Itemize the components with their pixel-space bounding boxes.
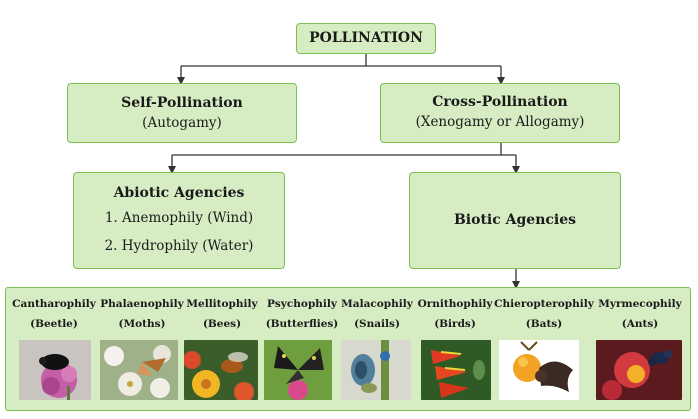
agency-name: Psychophily [267, 298, 337, 310]
self-pollination-title: Self-Pollination [121, 95, 243, 111]
pollination-box: POLLINATION [296, 23, 436, 54]
agency-psychophily: Psychophily (Butterflies) [262, 294, 342, 334]
snail-on-plant-image [341, 340, 411, 400]
abiotic-item-water: 2. Hydrophily (Water) [104, 238, 254, 254]
bat-with-fruit-image [499, 340, 579, 400]
cross-pollination-box: Cross-Pollination (Xenogamy or Allogamy) [380, 83, 620, 143]
butterfly-on-flower-image [264, 340, 332, 400]
agency-malacophily: Malacophily (Snails) [337, 294, 417, 334]
agency-agent: (Butterflies) [265, 318, 339, 330]
agency-myrmecophily: Myrmecophily (Ants) [594, 294, 686, 334]
agency-name: Ornithophily [417, 298, 493, 310]
agency-ornithophily: Ornithophily (Birds) [414, 294, 496, 334]
agency-phalaenophily: Phalaenophily (Moths) [97, 294, 187, 334]
agency-agent: (Bees) [202, 318, 242, 330]
agency-name: Mellitophily [186, 298, 258, 310]
bird-on-flower-image [421, 340, 491, 400]
agency-agent: (Moths) [118, 318, 166, 330]
agency-name: Cantharophily [12, 298, 96, 310]
bee-on-flower-image [184, 340, 258, 400]
agency-agent: (Ants) [621, 318, 659, 330]
agency-name: Malacophily [341, 298, 413, 310]
agency-chieropterophily: Chieropterophily (Bats) [492, 294, 596, 334]
cross-pollination-subtitle: (Xenogamy or Allogamy) [415, 114, 585, 130]
agency-name: Chieropterophily [494, 298, 594, 310]
agency-mellitophily: Mellitophily (Bees) [182, 294, 262, 334]
abiotic-item-wind: 1. Anemophily (Wind) [104, 210, 254, 226]
self-pollination-box: Self-Pollination (Autogamy) [67, 83, 297, 143]
agency-agent: (Snails) [354, 318, 400, 330]
beetle-on-flower-image [19, 340, 91, 400]
ant-on-flower-image [596, 340, 682, 400]
agency-agent: (Bats) [525, 318, 563, 330]
abiotic-agencies-box: Abiotic Agencies 1. Anemophily (Wind) 2.… [73, 172, 285, 269]
agency-agent: (Birds) [434, 318, 476, 330]
agency-name: Phalaenophily [100, 298, 184, 310]
biotic-agencies-box: Biotic Agencies [409, 172, 621, 269]
biotic-agencies-title: Biotic Agencies [453, 212, 577, 228]
agency-name: Myrmecophily [598, 298, 682, 310]
pollination-title: POLLINATION [309, 30, 423, 46]
agency-cantharophily: Cantharophily (Beetle) [8, 294, 100, 334]
moth-on-flower-image [100, 340, 178, 400]
agency-agent: (Beetle) [30, 318, 78, 330]
abiotic-agencies-title: Abiotic Agencies [113, 185, 245, 201]
cross-pollination-title: Cross-Pollination [432, 94, 568, 110]
self-pollination-subtitle: (Autogamy) [142, 115, 222, 131]
